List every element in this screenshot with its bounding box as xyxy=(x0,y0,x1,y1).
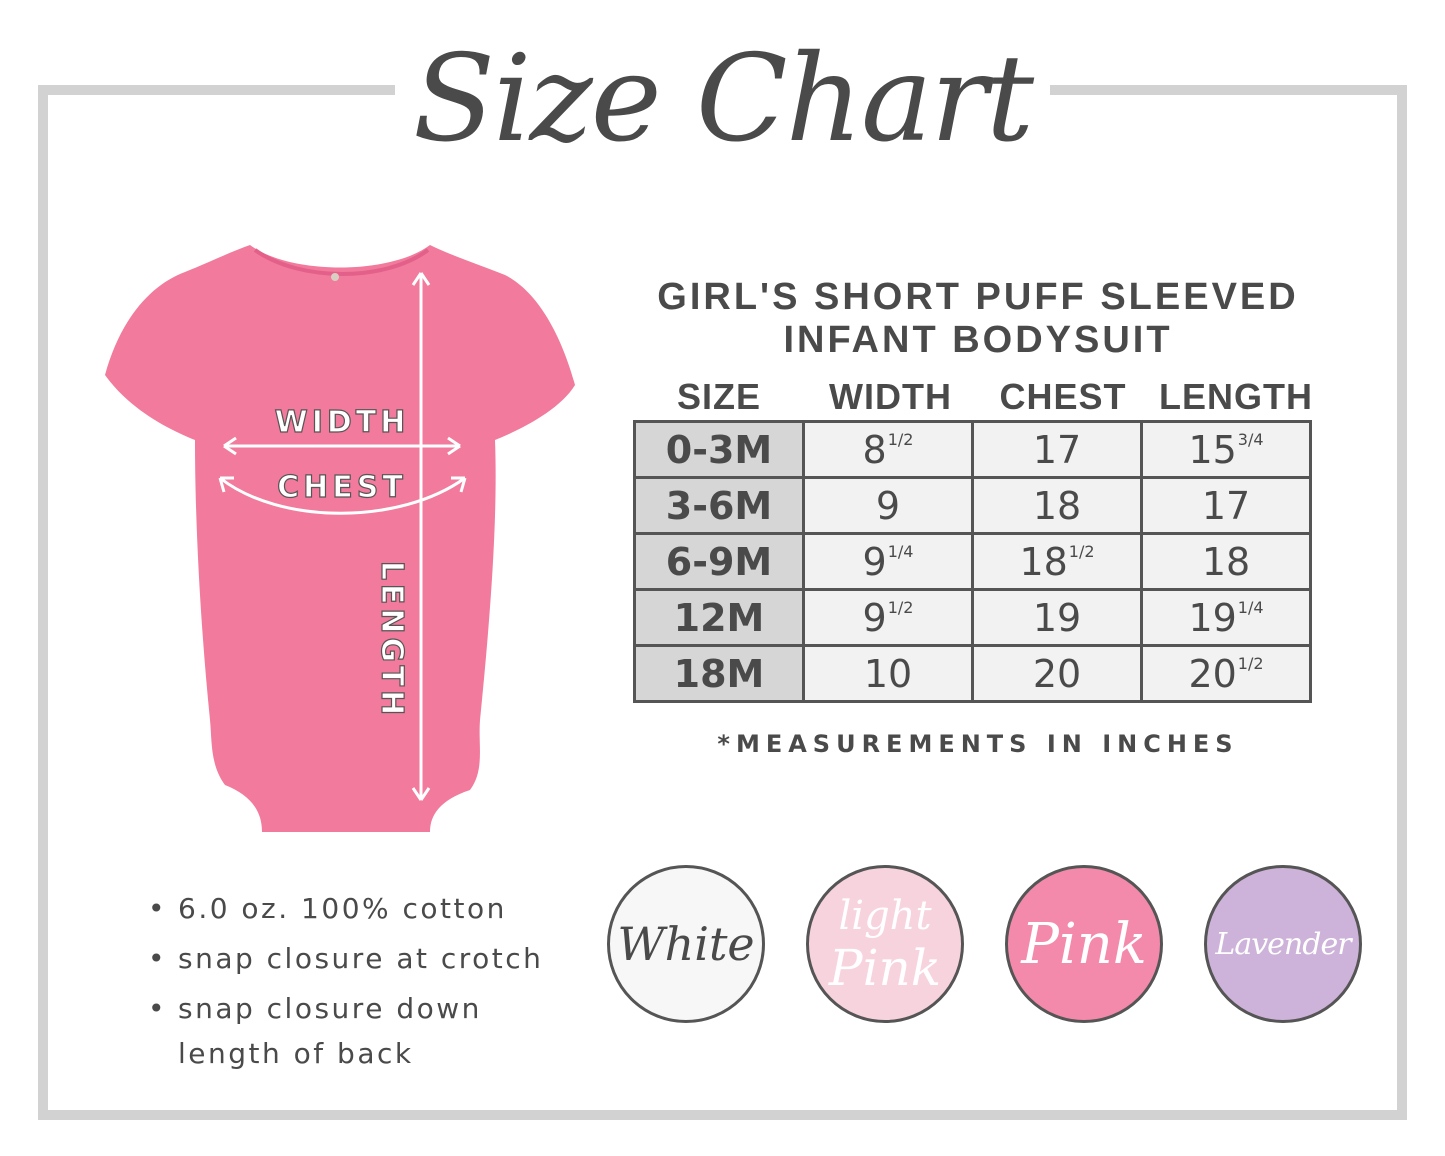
length-cell: 153/4 xyxy=(1140,420,1312,479)
chest-cell: 17 xyxy=(971,420,1143,479)
measurement-arrows xyxy=(218,272,467,801)
color-swatch-white[interactable]: White xyxy=(607,865,765,1023)
chest-value: 18 xyxy=(1019,539,1068,584)
table-row: 6-9M 91/4 181/2 18 xyxy=(633,532,1312,591)
chest-value: 19 xyxy=(1032,595,1082,640)
width-cell: 91/2 xyxy=(802,588,974,647)
length-cell: 17 xyxy=(1140,476,1312,535)
chest-value: 20 xyxy=(1032,651,1082,696)
chest-cell: 20 xyxy=(971,644,1143,703)
table-row: 0-3M 81/2 17 153/4 xyxy=(633,420,1312,479)
chest-label: CHEST xyxy=(277,470,407,505)
header-size: SIZE xyxy=(676,376,761,417)
width-label: WIDTH xyxy=(275,405,410,440)
width-fraction: 1/2 xyxy=(887,429,914,449)
chest-cell: 181/2 xyxy=(971,532,1143,591)
length-value: 15 xyxy=(1188,427,1237,472)
length-value: 18 xyxy=(1201,539,1251,584)
length-value: 20 xyxy=(1188,651,1237,696)
product-title-line1: GIRL'S SHORT PUFF SLEEVED xyxy=(657,276,1299,318)
length-value: 19 xyxy=(1188,595,1237,640)
table-row: 3-6M 9 18 17 xyxy=(633,476,1312,535)
chest-cell: 19 xyxy=(971,588,1143,647)
header-length: LENGTH xyxy=(1159,376,1313,417)
swatch-label: Pink xyxy=(1021,911,1147,977)
width-value: 9 xyxy=(862,539,887,584)
color-swatch-lavender[interactable]: Lavender xyxy=(1204,865,1362,1023)
width-value: 9 xyxy=(862,595,887,640)
width-value: 10 xyxy=(863,651,913,696)
width-cell: 10 xyxy=(802,644,974,703)
length-value: 17 xyxy=(1201,483,1251,528)
width-cell: 81/2 xyxy=(802,420,974,479)
feature-item: snap closure down xyxy=(148,984,543,1034)
chest-fraction: 1/2 xyxy=(1068,541,1095,561)
length-fraction: 3/4 xyxy=(1237,429,1264,449)
measurement-note: *MEASUREMENTS IN INCHES xyxy=(717,730,1239,758)
size-cell: 6-9M xyxy=(633,532,805,591)
snap-icon xyxy=(331,273,339,281)
width-fraction: 1/2 xyxy=(887,597,914,617)
color-swatch-pink[interactable]: Pink xyxy=(1005,865,1163,1023)
width-value: 8 xyxy=(862,427,887,472)
feature-list: 6.0 oz. 100% cotton snap closure at crot… xyxy=(148,884,543,1074)
length-fraction: 1/2 xyxy=(1237,653,1264,673)
length-label: LENGTH xyxy=(374,561,409,719)
product-title-line2: INFANT BODYSUIT xyxy=(783,319,1173,361)
table-row: 12M 91/2 19 191/4 xyxy=(633,588,1312,647)
page-title: Size Chart xyxy=(412,30,1034,169)
width-cell: 9 xyxy=(802,476,974,535)
length-cell: 18 xyxy=(1140,532,1312,591)
length-fraction: 1/4 xyxy=(1237,597,1264,617)
header-chest: CHEST xyxy=(999,376,1127,417)
bodysuit-image xyxy=(105,245,575,832)
swatch-label: Lavender xyxy=(1215,926,1351,962)
size-cell: 12M xyxy=(633,588,805,647)
chest-value: 17 xyxy=(1032,427,1082,472)
chest-cell: 18 xyxy=(971,476,1143,535)
color-swatch-light-pink[interactable]: light Pink xyxy=(806,865,964,1023)
swatch-label: White xyxy=(617,917,755,971)
swatch-label-line1: light xyxy=(838,893,932,939)
width-cell: 91/4 xyxy=(802,532,974,591)
width-fraction: 1/4 xyxy=(887,541,914,561)
feature-item: 6.0 oz. 100% cotton xyxy=(148,884,543,934)
neckline xyxy=(253,248,430,276)
feature-item-continued: length of back xyxy=(178,1037,414,1070)
size-cell: 18M xyxy=(633,644,805,703)
size-cell: 3-6M xyxy=(633,476,805,535)
feature-item: snap closure at crotch xyxy=(148,934,543,984)
length-cell: 191/4 xyxy=(1140,588,1312,647)
length-cell: 201/2 xyxy=(1140,644,1312,703)
size-table: 0-3M 81/2 17 153/4 3-6M 9 18 17 6-9M 91/4 181/2 18 1… xyxy=(633,420,1312,703)
header-width: WIDTH xyxy=(829,376,952,417)
swatch-label: Pink xyxy=(828,939,942,997)
bodysuit-diagram: WIDTH CHEST LENGTH xyxy=(105,245,575,832)
chest-value: 18 xyxy=(1032,483,1082,528)
size-cell: 0-3M xyxy=(633,420,805,479)
title-gap xyxy=(395,70,1050,110)
width-value: 9 xyxy=(875,483,901,528)
table-row: 18M 10 20 201/2 xyxy=(633,644,1312,703)
